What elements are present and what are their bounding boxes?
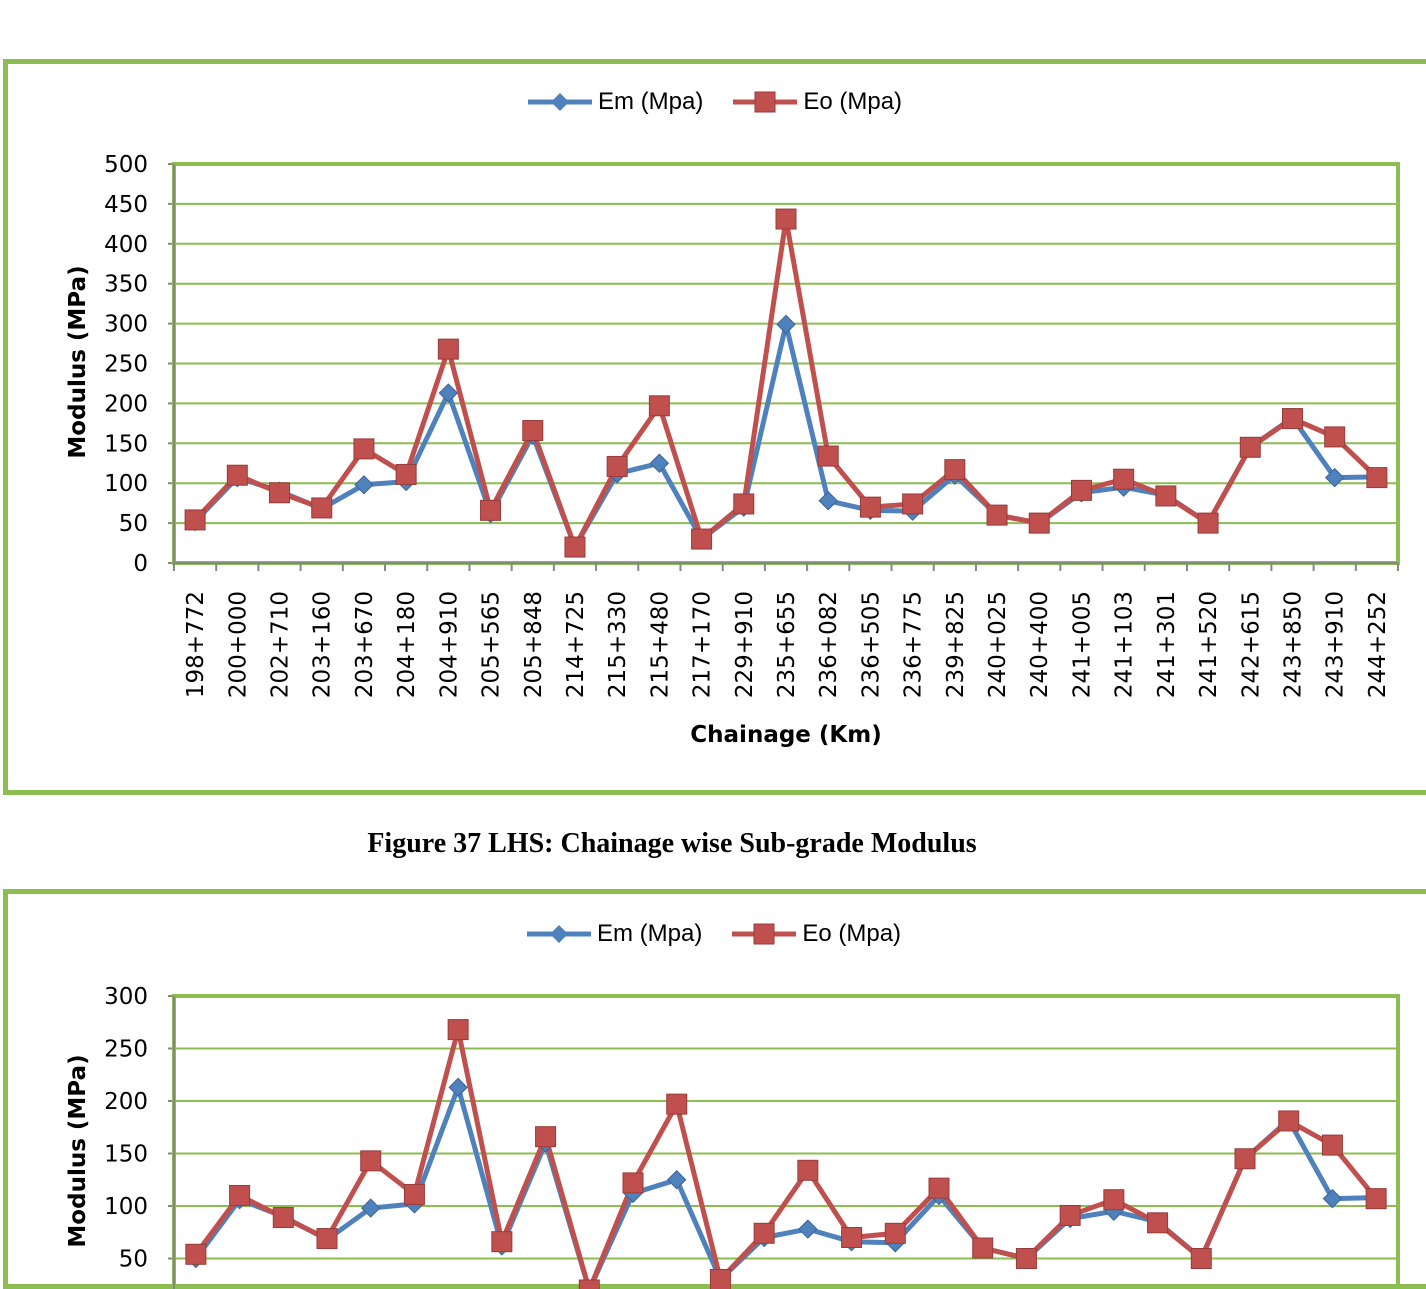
data-point-eo (1104, 1190, 1124, 1210)
data-point-eo (1366, 1189, 1386, 1209)
data-point-eo (667, 1094, 687, 1114)
data-point-eo (710, 1270, 730, 1289)
y-tick-label: 200 (104, 1089, 148, 1115)
data-point-em (668, 1171, 686, 1189)
y-tick-label: 300 (104, 984, 148, 1010)
data-point-eo (492, 1232, 512, 1252)
y-tick-label: 150 (104, 1142, 148, 1168)
data-point-eo (1279, 1111, 1299, 1131)
data-point-eo (754, 1223, 774, 1243)
data-point-eo (798, 1160, 818, 1180)
data-point-eo (536, 1127, 556, 1147)
plot-area-border (174, 996, 1398, 1289)
data-point-eo (1060, 1205, 1080, 1225)
data-point-eo (1322, 1135, 1342, 1155)
data-point-eo (317, 1229, 337, 1249)
data-point-eo (186, 1244, 206, 1264)
y-tick-label: 50 (119, 1247, 148, 1273)
data-point-eo (448, 1020, 468, 1040)
data-point-em (799, 1220, 817, 1238)
data-point-eo (273, 1208, 293, 1228)
data-point-eo (230, 1186, 250, 1206)
data-point-eo (885, 1223, 905, 1243)
y-tick-label: 100 (104, 1194, 148, 1220)
data-point-em (449, 1078, 467, 1096)
data-point-eo (842, 1228, 862, 1248)
data-point-eo (973, 1238, 993, 1258)
data-point-eo (1016, 1249, 1036, 1269)
figure-caption: Figure 37 LHS: Chainage wise Sub-grade M… (0, 828, 1344, 860)
y-tick-label: 250 (104, 1037, 148, 1063)
data-point-eo (929, 1178, 949, 1198)
data-point-eo (1148, 1213, 1168, 1233)
data-point-eo (404, 1184, 424, 1204)
data-point-eo (579, 1280, 599, 1289)
data-point-eo (1235, 1149, 1255, 1169)
data-point-eo (1191, 1249, 1211, 1269)
data-point-eo (623, 1173, 643, 1193)
data-point-eo (361, 1151, 381, 1171)
